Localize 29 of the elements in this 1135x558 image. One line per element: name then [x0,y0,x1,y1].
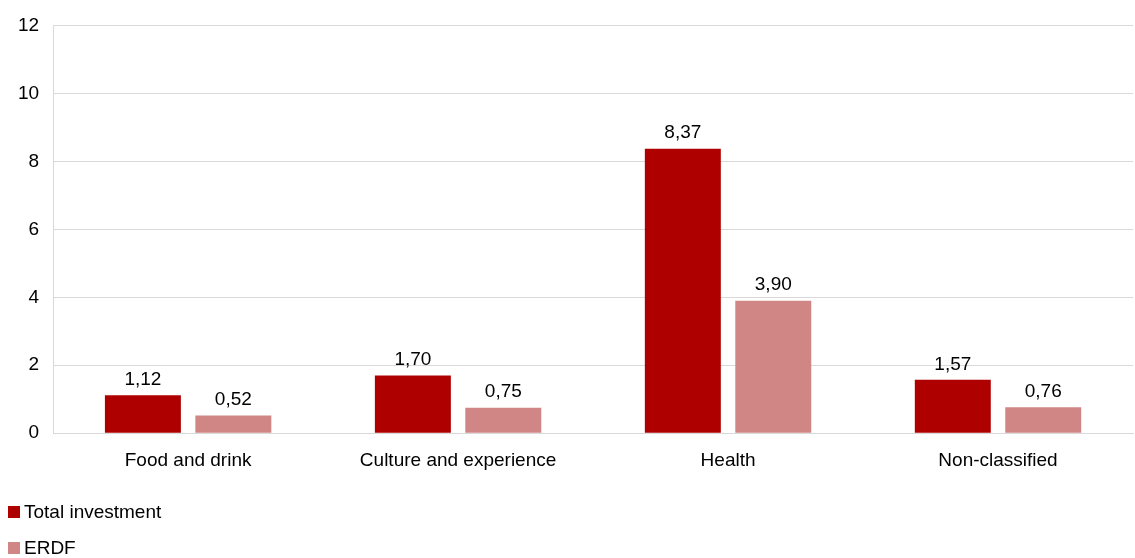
y-tick-label: 6 [28,217,40,239]
bar [465,407,542,433]
y-tick-label: 4 [28,285,40,307]
bar [914,379,991,433]
data-label: 0,75 [484,380,522,402]
x-tick-label: Culture and experience [359,448,557,470]
legend-label: Total investment [24,501,162,523]
data-label: 1,12 [124,367,162,389]
data-label: 1,70 [394,348,432,370]
bar [735,300,812,433]
bar [195,415,272,433]
x-tick-label: Food and drink [124,448,252,470]
x-tick-label: Non-classified [938,448,1058,470]
data-label: 1,57 [934,352,972,374]
bar [644,148,721,433]
y-tick-label: 8 [28,149,40,171]
y-tick-label: 12 [17,13,40,35]
y-tick-label: 2 [28,353,40,375]
y-tick-label: 0 [28,421,40,443]
bar [104,395,181,433]
y-tick-label: 10 [17,81,40,103]
data-label: 3,90 [754,273,792,295]
data-label: 0,52 [214,388,252,410]
bar [374,375,451,433]
data-label: 0,76 [1024,380,1062,402]
bar [1005,407,1082,433]
data-label: 8,37 [664,121,702,143]
x-tick-label: Health [700,448,756,470]
legend-label: ERDF [24,537,76,558]
